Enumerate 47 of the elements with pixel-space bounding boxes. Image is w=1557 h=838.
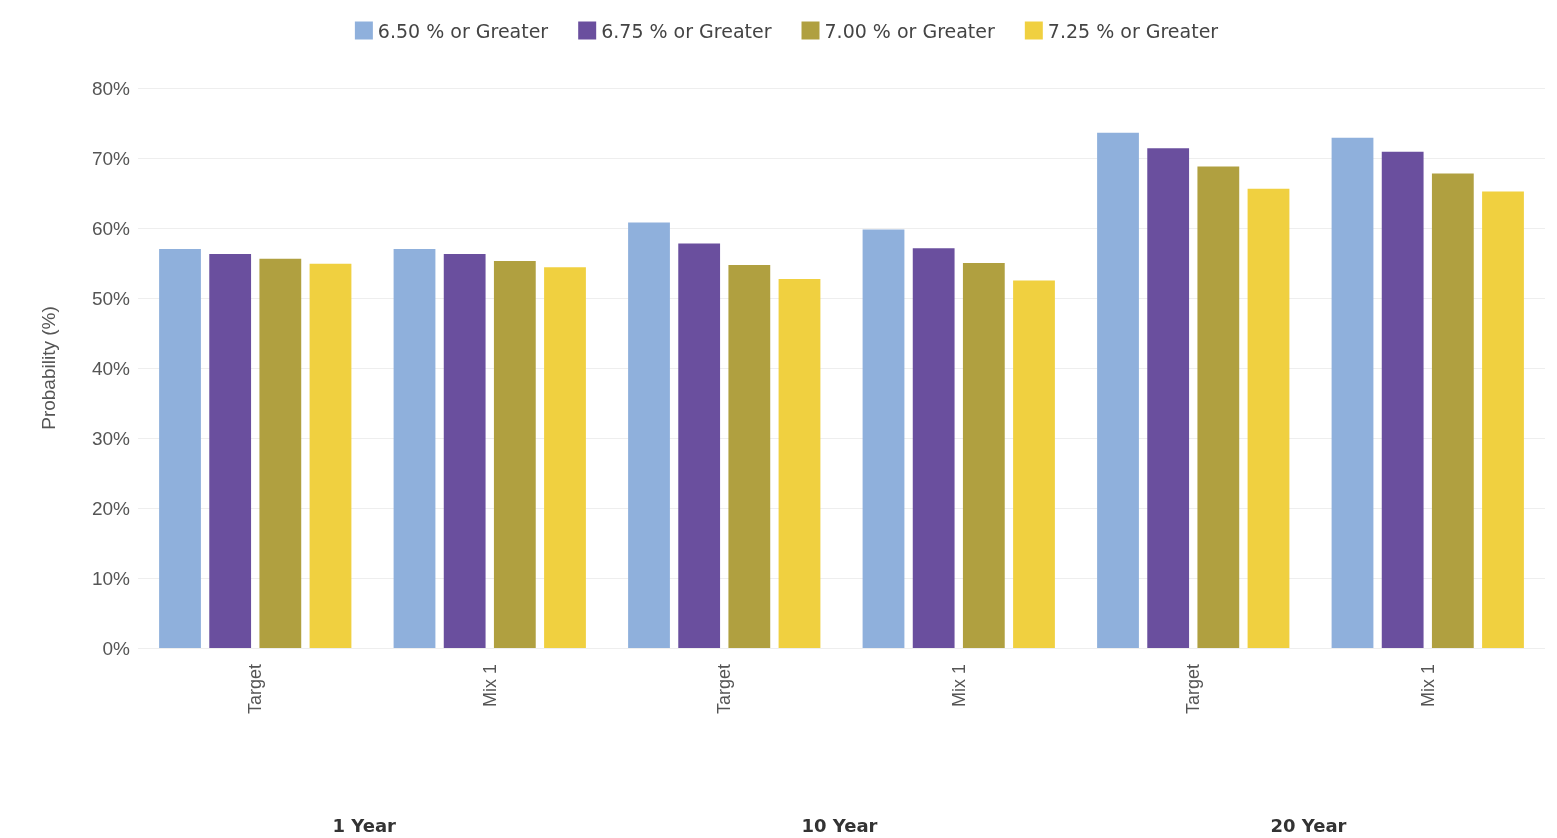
x-tick-label: Mix 1: [479, 664, 500, 708]
bar: [1381, 151, 1424, 648]
y-tick-label: 60%: [91, 217, 131, 239]
y-tick-label: 10%: [91, 567, 131, 589]
bar: [544, 267, 586, 648]
bar: [778, 279, 821, 648]
x-tick-label: Mix 1: [948, 664, 969, 708]
y-axis-title: Probability (%): [38, 306, 59, 430]
bar: [1431, 173, 1474, 648]
bar: [309, 263, 352, 648]
legend-label: 7.00 % or Greater: [824, 19, 995, 42]
y-tick-label: 0%: [102, 637, 131, 659]
bar: [1097, 132, 1139, 648]
text: 20 Year: [1270, 814, 1347, 836]
y-tick-label: 30%: [91, 427, 131, 449]
bar: [443, 253, 486, 648]
bar: [1197, 166, 1240, 648]
bar: [728, 265, 771, 648]
x-tick-label: Target: [245, 664, 266, 715]
legend-label: 7.25 % or Greater: [1047, 19, 1219, 42]
bar: [393, 249, 436, 648]
bar: [1013, 280, 1055, 648]
bar: [862, 229, 905, 648]
y-tick-label: 20%: [91, 497, 131, 519]
bar: [678, 243, 721, 648]
bar: [912, 248, 955, 648]
text: 1 Year: [332, 814, 397, 836]
legend-label: 6.50 % or Greater: [377, 19, 549, 42]
bar: [259, 258, 302, 648]
bar: [962, 263, 1005, 648]
text: 10 Year: [801, 814, 878, 836]
x-tick-label: Target: [1183, 664, 1204, 715]
bar: [1247, 188, 1290, 648]
bar: [628, 222, 670, 648]
bar: [1147, 148, 1190, 648]
x-tick-label: Target: [714, 664, 735, 715]
legend-label: 6.75 % or Greater: [601, 19, 772, 42]
y-tick-label: 50%: [91, 287, 131, 309]
bar: [1482, 191, 1524, 648]
x-tick-label: Mix 1: [1417, 664, 1438, 708]
bar: [159, 249, 201, 648]
y-tick-label: 40%: [91, 357, 131, 379]
bar: [493, 260, 536, 648]
y-tick-label: 80%: [91, 77, 131, 99]
bar: [209, 253, 252, 648]
y-tick-label: 70%: [91, 147, 131, 169]
bar: [1331, 137, 1374, 648]
